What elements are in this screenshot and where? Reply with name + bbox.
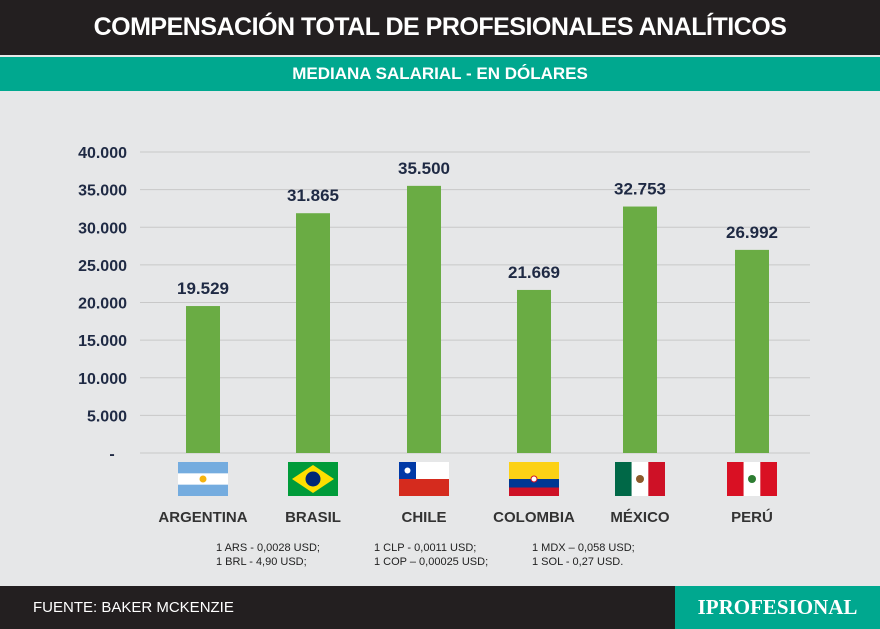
exchange-note: 1 BRL - 4,90 USD; xyxy=(216,556,307,568)
chart-title: COMPENSACIÓN TOTAL DE PROFESIONALES ANAL… xyxy=(0,0,880,55)
argentina-flag-icon xyxy=(178,462,228,496)
exchange-notes-col-3: 1 MDX – 0,058 USD; 1 SOL - 0,27 USD. xyxy=(532,541,635,569)
bar-chile xyxy=(407,185,441,454)
y-tick-label: 20.000 xyxy=(78,296,127,313)
x-category-label: PERÚ xyxy=(731,508,773,526)
y-tick-label: 35.000 xyxy=(78,183,127,200)
exchange-note: 1 SOL - 0,27 USD. xyxy=(532,556,624,568)
x-category-label: CHILE xyxy=(402,509,447,526)
exchange-note: 1 MDX – 0,058 USD; xyxy=(532,542,635,554)
x-category-label: BRASIL xyxy=(285,509,341,526)
brazil-flag-icon xyxy=(288,462,338,496)
exchange-notes-col-1: 1 ARS - 0,0028 USD; 1 BRL - 4,90 USD; xyxy=(216,541,320,569)
peru-flag-icon xyxy=(727,462,777,496)
bar-brasil xyxy=(296,213,330,453)
bar-argentina xyxy=(186,306,220,453)
mexico-flag-icon xyxy=(615,462,665,496)
y-tick-label: 15.000 xyxy=(78,333,127,350)
y-tick-label: 30.000 xyxy=(78,220,127,237)
bar-chart: - 5.000 10.000 15.000 20.000 25.000 30.000 35.0… xyxy=(78,145,810,526)
x-category-label: ARGENTINA xyxy=(158,509,247,526)
exchange-notes-col-2: 1 CLP - 0,0011 USD; 1 COP – 0,00025 USD; xyxy=(374,541,488,569)
data-label: 21.669 xyxy=(508,263,560,282)
source-footer: FUENTE: BAKER MCKENZIE xyxy=(0,586,675,629)
bar-colombia xyxy=(517,289,551,453)
data-label: 19.529 xyxy=(177,279,229,298)
x-category-label: COLOMBIA xyxy=(493,509,575,526)
exchange-note: 1 ARS - 0,0028 USD; xyxy=(216,542,320,554)
y-tick-label: 5.000 xyxy=(87,408,127,425)
chart-subtitle: MEDIANA SALARIAL - EN DÓLARES xyxy=(0,57,880,91)
data-label: 35.500 xyxy=(398,159,450,178)
iprofesional-logo: IPROFESIONAL xyxy=(675,586,880,629)
y-tick-label: - xyxy=(109,446,114,463)
data-label: 31.865 xyxy=(287,186,339,205)
data-label: 32.753 xyxy=(614,180,666,199)
data-label: 26.992 xyxy=(726,223,778,242)
y-tick-label: 10.000 xyxy=(78,371,127,388)
colombia-flag-icon xyxy=(509,462,559,496)
y-tick-label: 40.000 xyxy=(78,145,127,162)
bar-méxico xyxy=(623,206,657,453)
x-category-label: MÉXICO xyxy=(610,509,670,526)
y-tick-label: 25.000 xyxy=(78,258,127,275)
chile-flag-icon xyxy=(399,462,449,496)
exchange-note: 1 CLP - 0,0011 USD; xyxy=(374,542,477,554)
bar-perú xyxy=(735,249,769,453)
exchange-note: 1 COP – 0,00025 USD; xyxy=(374,556,489,568)
